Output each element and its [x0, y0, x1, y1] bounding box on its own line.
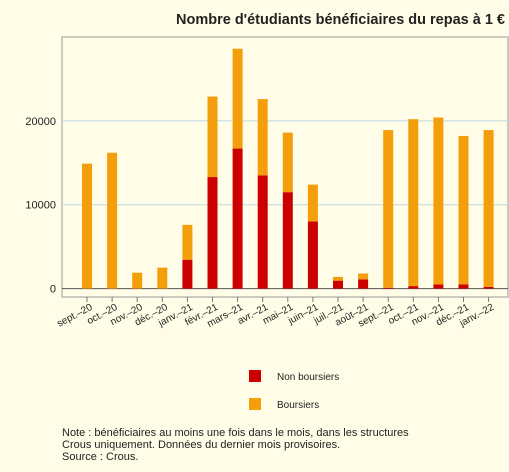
bar-segment [408, 119, 419, 287]
bar-segment [232, 148, 243, 289]
bar-segment [107, 152, 118, 289]
legend-label: Non boursiers [277, 372, 339, 383]
bar-segment [483, 286, 494, 289]
bar-segment [483, 130, 494, 287]
bar-segment [257, 99, 268, 176]
note: Source : Crous. [62, 451, 138, 463]
bar-segment [182, 259, 193, 289]
note: Crous uniquement. Données du dernier moi… [62, 439, 340, 451]
bar-segment [182, 224, 193, 260]
y-tick-label: 0 [50, 284, 56, 296]
bar-segment [232, 48, 243, 149]
bar-segment [132, 272, 143, 289]
bar-segment [383, 130, 394, 288]
bar-segment [408, 286, 419, 289]
legend-swatch [249, 370, 261, 382]
bar-segment [333, 280, 343, 289]
bar-segment [307, 221, 318, 289]
bar-segment [257, 175, 268, 289]
legend-swatch [249, 398, 261, 410]
bar-segment [207, 96, 218, 178]
plot-frame [61, 36, 509, 298]
bar-segment [282, 192, 293, 289]
bar-segment [333, 276, 343, 281]
bar-segment [458, 135, 469, 285]
chart-title: Nombre d'étudiants bénéficiaires du repa… [176, 12, 505, 28]
bar-segment [433, 284, 444, 289]
bar-segment [458, 284, 469, 289]
bar-segment [82, 163, 92, 289]
bar-segment [383, 287, 394, 289]
bar-segment [433, 117, 444, 285]
bar-segment [358, 279, 369, 289]
bar-segment [307, 184, 318, 222]
bar-segment [282, 132, 293, 193]
y-tick-label: 10000 [25, 200, 56, 212]
bar-segment [358, 273, 369, 280]
bar-segment [157, 267, 168, 289]
legend-label: Boursiers [277, 400, 319, 411]
y-tick-label: 20000 [25, 116, 56, 128]
note: Note : bénéficiaires au moins une fois d… [62, 427, 409, 439]
bar-segment [207, 177, 218, 289]
